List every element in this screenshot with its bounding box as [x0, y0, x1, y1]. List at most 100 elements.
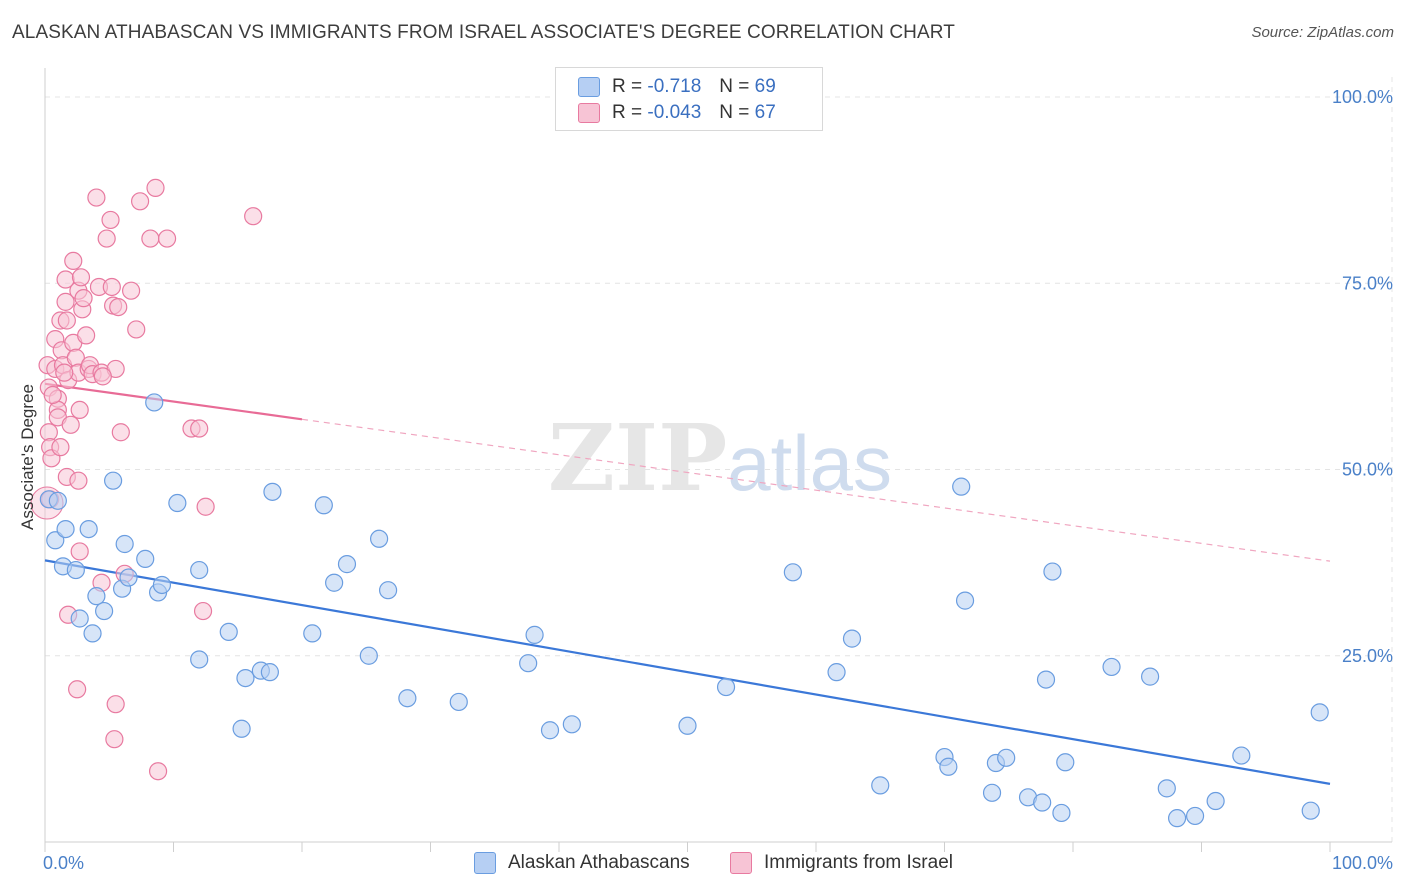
data-point-alaskan-athabascans	[525, 625, 544, 644]
data-point-alaskan-athabascans	[83, 624, 102, 643]
bottom-legend-label: Alaskan Athabascans	[508, 852, 690, 873]
legend-r-label: R =	[612, 76, 643, 97]
y-tick-label: 75.0%	[1342, 273, 1393, 293]
data-point-immigrants-from-israel	[148, 762, 168, 781]
data-point-alaskan-athabascans	[152, 575, 172, 595]
legend-swatch-pink	[578, 103, 600, 123]
data-point-immigrants-from-israel	[157, 229, 177, 248]
data-point-immigrants-from-israel	[101, 210, 120, 230]
data-point-immigrants-from-israel	[61, 415, 80, 434]
data-point-immigrants-from-israel	[55, 363, 74, 382]
data-point-immigrants-from-israel	[69, 471, 88, 490]
trend-lines	[44, 382, 1331, 785]
data-point-alaskan-athabascans	[716, 677, 736, 697]
data-point-alaskan-athabascans	[678, 716, 697, 735]
legend-r-value: -0.718	[647, 76, 702, 97]
y-tick-label: 100.0%	[1332, 87, 1393, 107]
data-point-alaskan-athabascans	[1310, 703, 1329, 722]
data-point-alaskan-athabascans	[871, 776, 890, 795]
data-point-immigrants-from-israel	[193, 601, 213, 621]
data-point-alaskan-athabascans	[997, 748, 1016, 767]
data-point-alaskan-athabascans	[56, 519, 75, 539]
data-point-immigrants-from-israel	[127, 320, 146, 339]
data-point-alaskan-athabascans	[370, 529, 389, 548]
data-point-immigrants-from-israel	[51, 438, 70, 457]
data-point-immigrants-from-israel	[111, 423, 130, 442]
data-point-alaskan-athabascans	[540, 721, 560, 740]
data-point-alaskan-athabascans	[70, 609, 89, 628]
x-tick-label: 0.0%	[43, 853, 84, 873]
data-point-alaskan-athabascans	[303, 624, 322, 643]
series-immigrants-from-israel	[30, 178, 263, 781]
data-point-alaskan-athabascans	[314, 496, 333, 515]
tick-labels: 100.0% 75.0% 50.0% 25.0% 0.0% 100.0%	[43, 87, 1393, 873]
y-tick-label: 25.0%	[1342, 646, 1393, 666]
bottom-legend-item-blue: Alaskan Athabascans	[474, 852, 690, 874]
legend-n-value: 69	[754, 76, 776, 97]
data-point-alaskan-athabascans	[1301, 801, 1320, 820]
legend: R = -0.718 N = 69 R = -0.043 N = 67	[555, 67, 823, 131]
data-point-immigrants-from-israel	[93, 367, 112, 386]
data-point-alaskan-athabascans	[263, 482, 282, 501]
data-point-immigrants-from-israel	[106, 695, 125, 714]
trend-line-immigrants-dashed	[301, 418, 1331, 562]
data-point-alaskan-athabascans	[1185, 806, 1205, 826]
data-point-alaskan-athabascans	[190, 650, 209, 669]
data-point-alaskan-athabascans	[119, 568, 138, 587]
data-point-alaskan-athabascans	[145, 393, 164, 412]
y-axis-label: Associate's Degree	[18, 384, 37, 530]
trend-line-immigrants-solid	[44, 382, 303, 421]
legend-n-value: 67	[754, 102, 776, 123]
series-alaskan-athabascans	[39, 393, 1329, 828]
data-point-immigrants-from-israel	[70, 542, 89, 561]
bottom-legend-swatch-blue	[474, 852, 496, 874]
data-point-alaskan-athabascans	[66, 560, 85, 580]
data-point-immigrants-from-israel	[57, 311, 76, 330]
data-point-alaskan-athabascans	[48, 491, 67, 510]
data-point-immigrants-from-israel	[71, 268, 91, 287]
data-point-alaskan-athabascans	[1232, 746, 1251, 765]
data-point-alaskan-athabascans	[827, 663, 846, 682]
data-point-immigrants-from-israel	[121, 281, 141, 300]
data-point-alaskan-athabascans	[1167, 809, 1187, 828]
data-point-immigrants-from-israel	[70, 400, 89, 419]
data-point-alaskan-athabascans	[190, 560, 209, 580]
data-point-alaskan-athabascans	[1033, 793, 1052, 812]
data-point-alaskan-athabascans	[783, 563, 802, 582]
data-point-immigrants-from-israel	[130, 192, 150, 211]
data-point-alaskan-athabascans	[378, 581, 398, 600]
data-point-immigrants-from-israel	[56, 292, 75, 311]
data-point-alaskan-athabascans	[398, 689, 417, 708]
data-point-alaskan-athabascans	[168, 493, 187, 513]
bottom-legend-item-pink: Immigrants from Israel	[730, 852, 953, 874]
legend-row-pink: R = -0.043 N = 67	[578, 100, 776, 126]
trend-line-alaskan-athabascans	[44, 559, 1331, 785]
data-point-alaskan-athabascans	[1206, 791, 1225, 811]
chart-source: Source: ZipAtlas.com	[1251, 24, 1394, 41]
data-point-alaskan-athabascans	[1140, 667, 1160, 686]
data-point-alaskan-athabascans	[359, 646, 378, 665]
data-point-alaskan-athabascans	[1102, 657, 1121, 677]
data-point-alaskan-athabascans	[104, 471, 123, 490]
data-point-immigrants-from-israel	[146, 178, 165, 197]
data-point-immigrants-from-israel	[68, 680, 87, 699]
data-point-alaskan-athabascans	[955, 591, 975, 610]
data-point-alaskan-athabascans	[982, 783, 1002, 802]
data-point-immigrants-from-israel	[244, 207, 263, 226]
data-point-immigrants-from-israel	[43, 385, 62, 405]
data-point-immigrants-from-israel	[109, 297, 128, 317]
data-point-alaskan-athabascans	[449, 692, 468, 712]
data-point-alaskan-athabascans	[136, 549, 155, 569]
data-point-alaskan-athabascans	[337, 555, 357, 574]
data-point-alaskan-athabascans	[260, 663, 279, 682]
data-point-alaskan-athabascans	[325, 573, 344, 592]
data-point-alaskan-athabascans	[46, 531, 65, 550]
data-point-alaskan-athabascans	[1056, 753, 1075, 772]
data-point-immigrants-from-israel	[87, 188, 106, 207]
data-point-immigrants-from-israel	[190, 419, 209, 438]
legend-n-label: N =	[719, 76, 750, 97]
data-point-alaskan-athabascans	[562, 715, 581, 734]
data-point-alaskan-athabascans	[952, 477, 971, 496]
data-point-alaskan-athabascans	[115, 534, 134, 554]
